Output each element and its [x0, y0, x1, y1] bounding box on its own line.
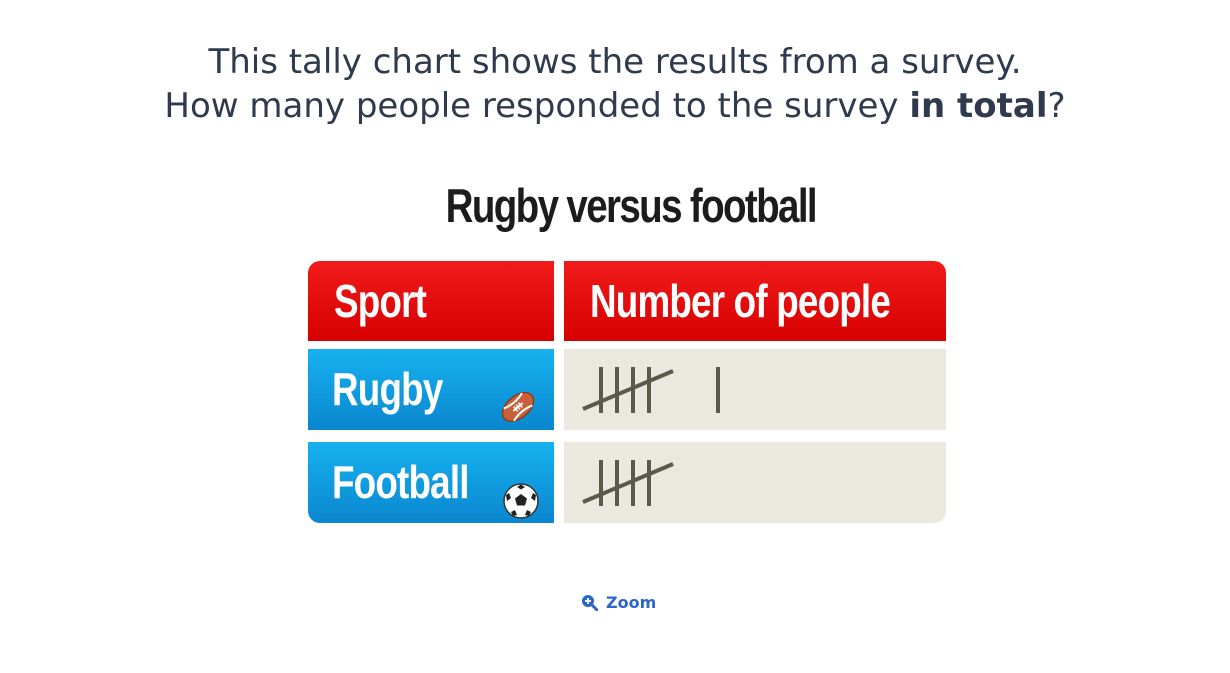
question-emphasis: in total: [909, 86, 1048, 126]
tally-marks-football: [582, 460, 674, 506]
tally-marks-rugby: [582, 367, 720, 413]
header-sport: Sport: [308, 261, 554, 341]
tally-mark-strike: [582, 369, 674, 411]
question-line-2-suffix: ?: [1047, 86, 1066, 126]
header-sport-label: Sport: [334, 275, 427, 327]
zoom-label: Zoom: [606, 592, 657, 612]
header-number-of-people: Number of people: [564, 261, 946, 341]
row-label-football: Football: [308, 442, 554, 523]
question-line-2-prefix: How many people responded to the survey: [164, 86, 910, 126]
row-label-rugby-text: Rugby: [332, 363, 443, 415]
tally-mark-strike: [582, 462, 674, 504]
question-line-2: How many people responded to the survey …: [0, 84, 1230, 128]
row-tally-rugby: [564, 349, 946, 430]
row-label-rugby: Rugby: [308, 349, 554, 430]
zoom-button[interactable]: Zoom: [581, 591, 656, 613]
header-number-label: Number of people: [590, 275, 891, 327]
rugby-ball-icon: [498, 371, 538, 451]
zoom-in-icon: [582, 594, 598, 611]
row-label-football-text: Football: [332, 456, 469, 508]
football-icon: [502, 464, 540, 544]
chart-title: Rugby versus football: [445, 179, 818, 232]
question-line-1: This tally chart shows the results from …: [208, 42, 1022, 82]
row-tally-football: [564, 442, 946, 523]
question-text: This tally chart shows the results from …: [0, 40, 1230, 128]
